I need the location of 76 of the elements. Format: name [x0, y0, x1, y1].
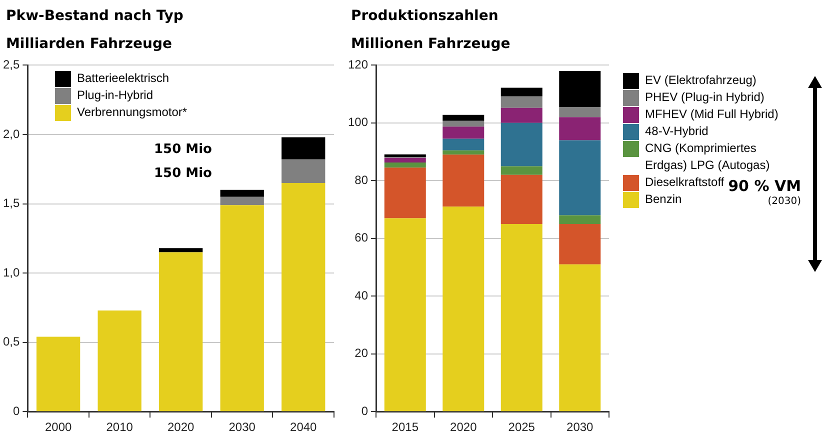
- legend-label: Benzin: [645, 191, 682, 208]
- bar: [559, 264, 601, 412]
- x-tick-label: 2025: [508, 420, 536, 434]
- text: (2030): [766, 195, 801, 209]
- bar: [442, 120, 484, 127]
- chart-subtitle: Millionen Fahrzeuge: [351, 36, 510, 52]
- bar: [559, 224, 601, 264]
- bar: [442, 206, 484, 412]
- bar: [500, 166, 542, 175]
- x-tick-label: 2015: [392, 420, 419, 434]
- bar: [282, 182, 326, 412]
- bar: [559, 215, 601, 224]
- x-tick-label: 2010: [106, 420, 134, 434]
- bar: [282, 137, 326, 160]
- bar: [98, 310, 142, 412]
- bar: [559, 140, 601, 216]
- y-tick-label: 0: [12, 404, 20, 418]
- chart-title: Pkw-Bestand nach Typ: [6, 8, 184, 24]
- bar: [442, 126, 484, 139]
- annotation: 150 Mio: [154, 165, 212, 183]
- bar: [442, 138, 484, 150]
- bar: [500, 88, 542, 96]
- bar: [384, 218, 426, 412]
- y-tick-label: 80: [354, 172, 368, 187]
- bar: [220, 205, 264, 412]
- bar: [500, 174, 542, 224]
- legend-label: EV (Elektrofahrzeug): [645, 72, 756, 89]
- bar: [384, 158, 426, 162]
- bar: [282, 159, 326, 183]
- y-tick-label: 20: [354, 346, 368, 360]
- legend-label: Plug-in-Hybrid: [77, 87, 154, 104]
- chart-title: Produktionszahlen: [351, 8, 498, 24]
- bar: [36, 336, 80, 412]
- x-tick-label: 2030: [566, 420, 594, 434]
- legend-label: Verbrennungsmotor*: [77, 104, 188, 121]
- y-tick-label: 2,0: [2, 126, 20, 141]
- y-tick-label: 2,5: [2, 58, 20, 72]
- legend-label: CNG (Komprimiertes Erdgas) LPG (Autogas): [645, 140, 771, 174]
- bar: [559, 107, 601, 118]
- annotation: 150 Mio: [154, 141, 212, 159]
- bar: [559, 117, 601, 140]
- y-tick-label: 0,5: [2, 334, 20, 349]
- y-tick-label: 120: [348, 58, 368, 72]
- legend-label: 48-V-Hybrid: [645, 123, 708, 140]
- legend-label: PHEV (Plug-in Hybrid): [645, 89, 764, 106]
- bar: [384, 154, 426, 157]
- y-tick-label: 1,5: [2, 196, 20, 210]
- bar: [500, 224, 542, 412]
- x-tick-label: 2020: [450, 420, 478, 434]
- bar: [500, 96, 542, 108]
- legend-label: MFHEV (Mid Full Hybrid): [645, 106, 778, 123]
- bar: [559, 70, 601, 108]
- y-tick-label: 40: [354, 288, 368, 302]
- bar: [500, 108, 542, 123]
- text: 90 % VM: [728, 177, 801, 195]
- bar: [442, 114, 484, 121]
- legend-label: Batterieelektrisch: [77, 70, 170, 87]
- chart-subtitle: Milliarden Fahrzeuge: [6, 36, 172, 52]
- bar: [159, 248, 203, 252]
- x-tick-label: 2030: [228, 420, 256, 434]
- bar: [442, 154, 484, 207]
- bar: [220, 190, 264, 197]
- y-tick-label: 100: [348, 115, 368, 130]
- bar: [159, 252, 203, 412]
- bar: [384, 162, 426, 168]
- x-tick-label: 2040: [290, 420, 318, 434]
- bar: [442, 150, 484, 155]
- y-tick-label: 60: [354, 230, 368, 245]
- bar: [500, 122, 542, 166]
- x-tick-label: 2000: [44, 420, 72, 434]
- bar: [220, 196, 264, 206]
- legend-label: Dieselkraftstoff: [645, 174, 724, 191]
- x-tick-label: 2020: [167, 420, 195, 434]
- y-tick-label: 0: [361, 404, 368, 418]
- bar: [384, 168, 426, 218]
- y-tick-label: 1,0: [2, 265, 20, 280]
